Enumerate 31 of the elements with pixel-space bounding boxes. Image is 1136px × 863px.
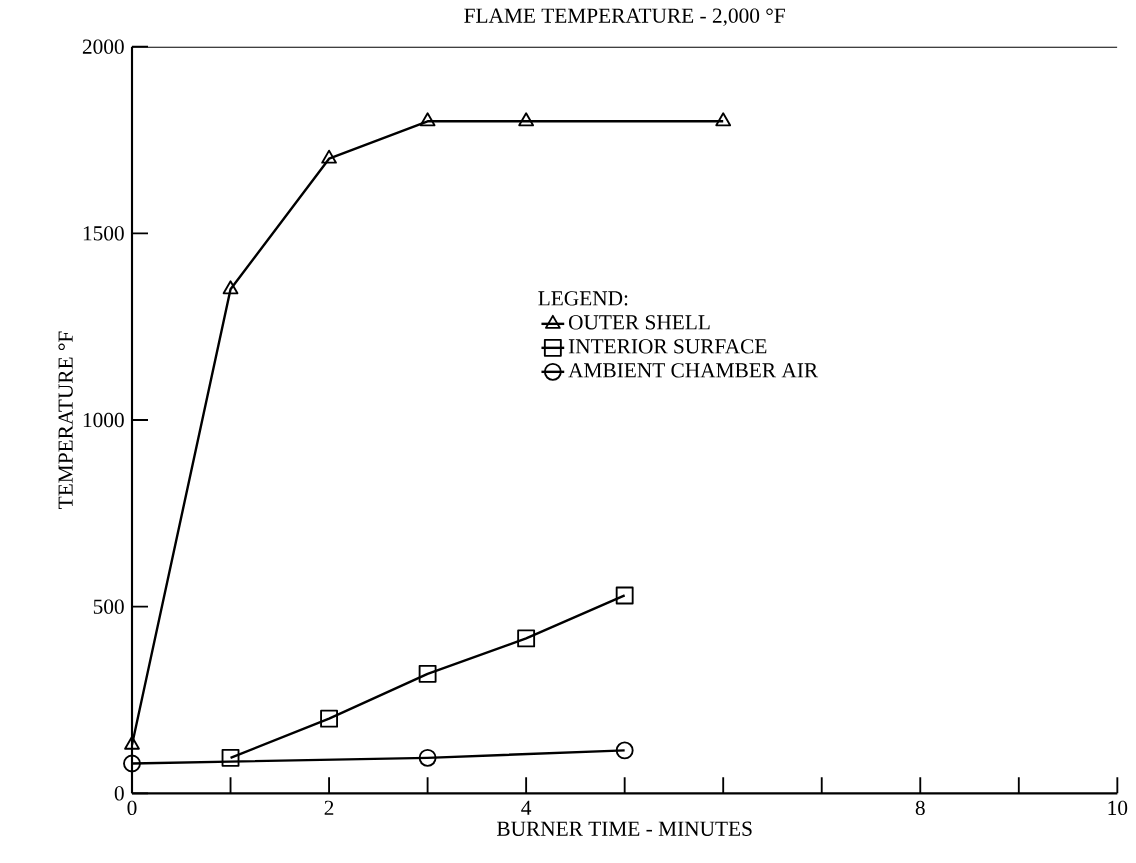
y-tick-label: 2000	[82, 39, 124, 55]
point	[221, 749, 240, 767]
x-tick-label: 8	[915, 800, 925, 816]
point	[418, 665, 437, 683]
x-tick-label: 10	[1108, 800, 1128, 816]
x-tick-label: 4	[521, 800, 532, 815]
point	[222, 280, 239, 295]
point	[321, 149, 337, 164]
legend-title: LEGEND:	[538, 291, 628, 306]
point	[615, 586, 634, 605]
x-tick-label: 2	[324, 800, 334, 815]
y-tick-label: 500	[93, 599, 124, 615]
point	[124, 736, 140, 750]
point	[615, 741, 634, 760]
point	[715, 112, 732, 127]
point	[320, 709, 339, 728]
point	[518, 112, 535, 127]
x-tick-label: 0	[127, 800, 137, 816]
point	[123, 754, 141, 773]
point	[418, 749, 437, 767]
y-tick-label: 0	[114, 786, 124, 801]
chart-title: FLAME TEMPERATURE - 2,000 °F	[464, 8, 785, 27]
y-tick-label: 1500	[83, 226, 124, 241]
y-tick-label: 1000	[83, 412, 124, 428]
legend-label: AMBIENT CHAMBER AIR	[568, 363, 819, 378]
point	[419, 112, 436, 127]
legend-label: OUTER SHELL	[568, 315, 710, 330]
x-axis-title: BURNER TIME - MINUTES	[496, 821, 752, 837]
point	[517, 629, 536, 648]
y-axis-title: TEMPERATURE °F	[58, 331, 73, 510]
legend-label: INTERIOR SURFACE	[568, 339, 767, 354]
